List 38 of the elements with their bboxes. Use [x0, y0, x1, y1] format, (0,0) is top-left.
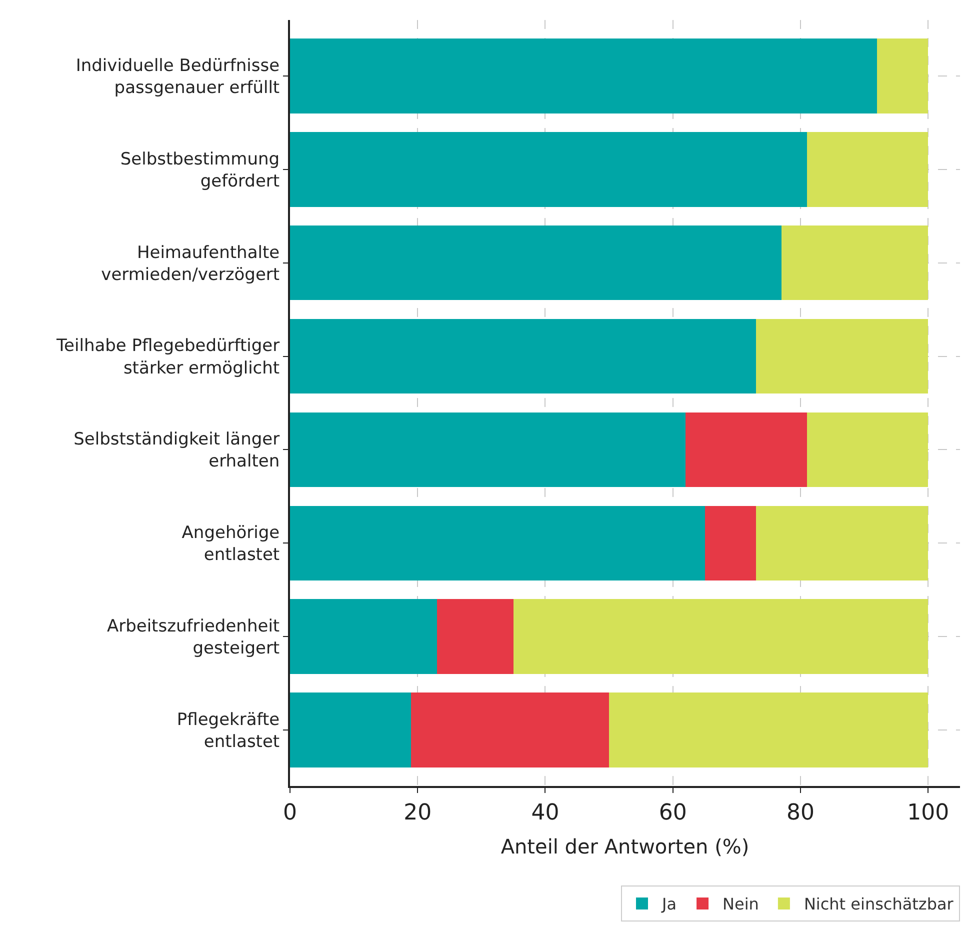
x-tick-label: 80	[786, 800, 814, 826]
bar	[756, 318, 928, 394]
bar	[290, 318, 756, 394]
x-tick-label: 0	[283, 800, 297, 826]
bar	[290, 599, 437, 674]
y-tick-label: Individuelle Bedürfnisse passgenauer erfüllt	[76, 56, 280, 98]
bar	[513, 599, 928, 674]
bar	[756, 506, 928, 580]
bar	[704, 506, 756, 580]
bar	[806, 412, 928, 488]
bar	[290, 38, 878, 114]
bar	[609, 692, 928, 768]
bar	[290, 226, 782, 300]
x-tick-label: 20	[404, 800, 432, 826]
bar	[877, 38, 928, 114]
bar	[806, 132, 928, 207]
bar	[290, 132, 807, 207]
legend-label: Ja	[661, 894, 677, 914]
bar	[781, 226, 928, 300]
x-tick-label: 40	[531, 800, 560, 826]
bar	[411, 692, 610, 768]
y-tick-label: Heimaufenthalte vermieden/verzögert	[101, 242, 280, 285]
bar	[436, 599, 514, 674]
x-tick-label: 100	[907, 800, 950, 826]
bar	[290, 506, 705, 580]
y-tick-label: Teilhabe Pflegebedürftiger stärker ermöglicht	[56, 336, 280, 378]
bar	[290, 692, 412, 768]
y-tick-label: Pflegekräfte entlastet	[176, 710, 280, 752]
y-tick-label: Angehörige entlastet	[182, 523, 280, 566]
x-axis-title: Anteil der Antworten (%)	[500, 834, 750, 858]
y-tick-label: Selbstbestimmung gefördert	[120, 149, 280, 192]
bar	[686, 412, 807, 488]
legend-label: Nein	[722, 894, 759, 914]
legend-label: Nicht einschätzbar	[804, 894, 954, 914]
bar	[290, 412, 686, 488]
y-tick-label: Selbstständigkeit länger erhalten	[74, 430, 280, 472]
x-tick-label: 60	[658, 800, 687, 826]
y-tick-label: Arbeitszufriedenheit gesteigert	[106, 616, 280, 659]
